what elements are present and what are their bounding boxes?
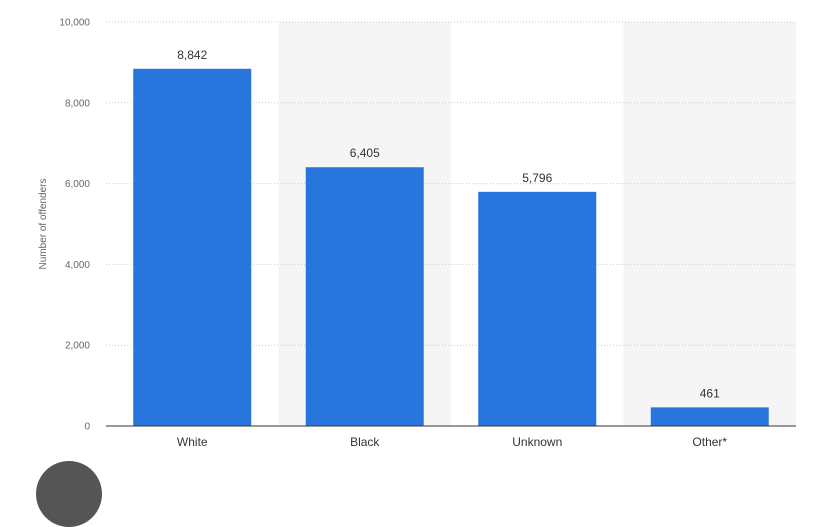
bar-black[interactable] bbox=[305, 167, 424, 426]
y-axis-ticks: 0 2,000 4,000 6,000 8,000 10,000 bbox=[59, 18, 90, 433]
x-tick-label: Black bbox=[350, 435, 380, 449]
bar-chart: 0 2,000 4,000 6,000 8,000 10,000 8,842 6,405 5,… bbox=[38, 18, 796, 449]
data-label: 6,405 bbox=[350, 146, 380, 160]
bar-unknown[interactable] bbox=[478, 191, 597, 426]
x-tick-label: Other* bbox=[692, 435, 727, 449]
x-tick-label: White bbox=[177, 435, 208, 449]
data-label: 8,842 bbox=[177, 48, 207, 62]
data-label: 461 bbox=[700, 386, 720, 400]
value-labels: 8,842 6,405 5,796 461 bbox=[177, 48, 720, 401]
y-tick-label: 6,000 bbox=[65, 179, 90, 190]
bars bbox=[133, 68, 769, 426]
y-tick-label: 8,000 bbox=[65, 98, 90, 109]
bar-other[interactable] bbox=[650, 407, 769, 426]
avatar bbox=[36, 461, 102, 527]
y-tick-label: 10,000 bbox=[59, 18, 90, 29]
data-label: 5,796 bbox=[522, 171, 552, 185]
y-tick-label: 4,000 bbox=[65, 260, 90, 271]
y-axis-title: Number of offenders bbox=[38, 179, 49, 270]
y-tick-label: 0 bbox=[84, 422, 90, 433]
y-tick-label: 2,000 bbox=[65, 341, 90, 352]
x-tick-label: Unknown bbox=[512, 435, 562, 449]
category-band bbox=[623, 22, 796, 426]
bar-white[interactable] bbox=[133, 68, 252, 426]
x-axis-labels: White Black Unknown Other* bbox=[177, 435, 728, 449]
